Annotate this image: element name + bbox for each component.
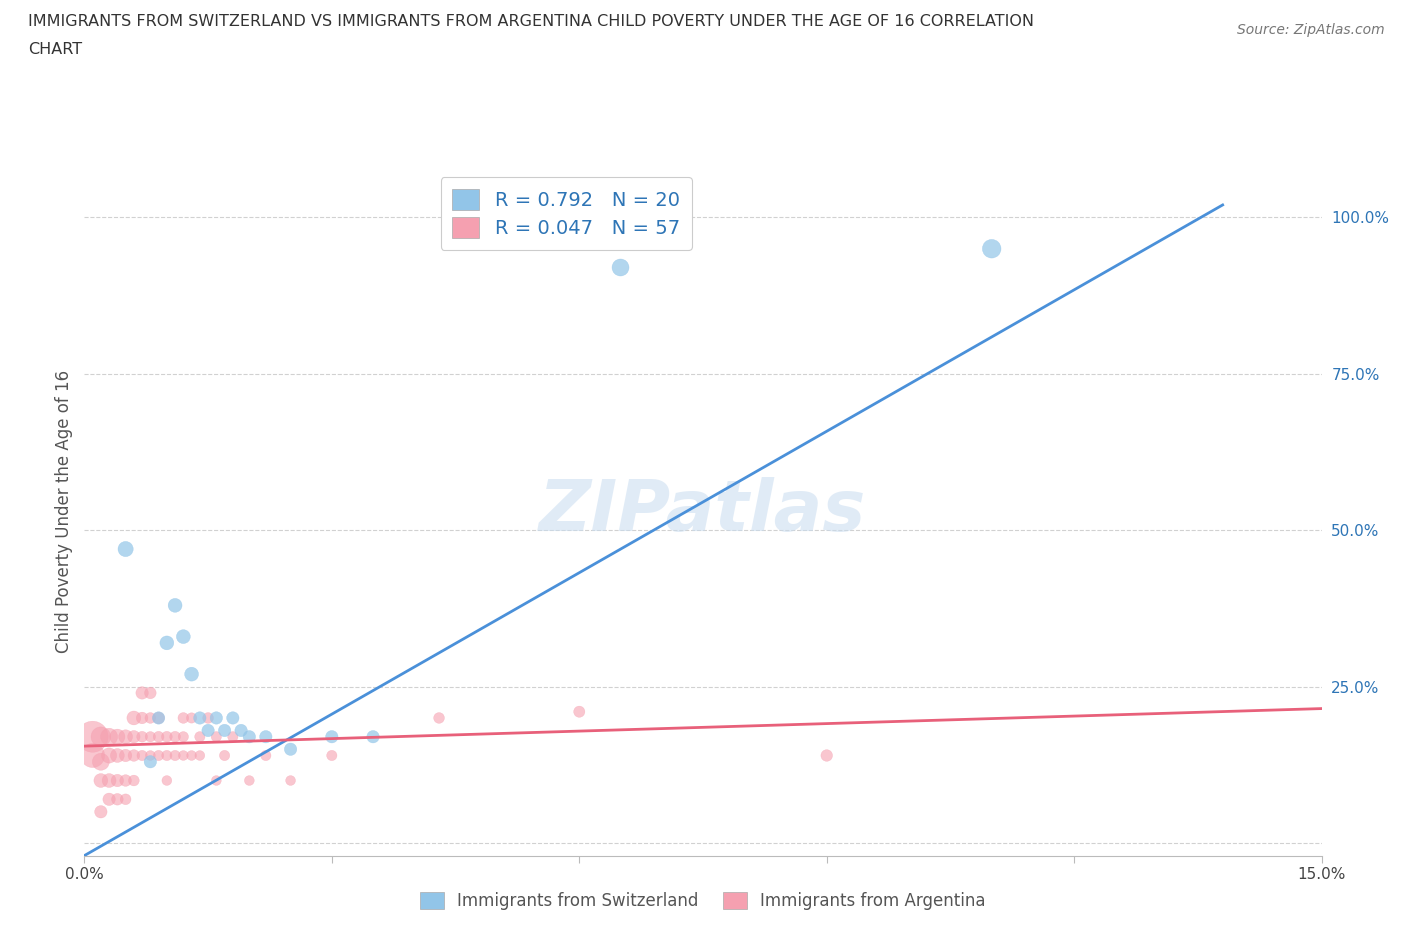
Point bbox=[114, 541, 136, 556]
Point bbox=[197, 723, 219, 737]
Point bbox=[98, 748, 121, 763]
Point bbox=[156, 729, 179, 744]
Point bbox=[105, 729, 128, 744]
Point bbox=[280, 773, 302, 788]
Point bbox=[222, 729, 245, 744]
Point bbox=[114, 729, 136, 744]
Point bbox=[361, 729, 384, 744]
Text: IMMIGRANTS FROM SWITZERLAND VS IMMIGRANTS FROM ARGENTINA CHILD POVERTY UNDER THE: IMMIGRANTS FROM SWITZERLAND VS IMMIGRANT… bbox=[28, 14, 1035, 29]
Point bbox=[114, 748, 136, 763]
Point bbox=[131, 729, 153, 744]
Point bbox=[98, 729, 121, 744]
Point bbox=[139, 754, 162, 769]
Point bbox=[214, 748, 236, 763]
Point bbox=[188, 711, 211, 725]
Y-axis label: Child Poverty Under the Age of 16: Child Poverty Under the Age of 16 bbox=[55, 370, 73, 653]
Point bbox=[205, 773, 228, 788]
Point bbox=[122, 729, 145, 744]
Point bbox=[156, 748, 179, 763]
Point bbox=[156, 635, 179, 650]
Point bbox=[139, 711, 162, 725]
Point bbox=[172, 630, 194, 644]
Point bbox=[148, 711, 170, 725]
Point bbox=[82, 748, 104, 763]
Point bbox=[156, 773, 179, 788]
Point bbox=[165, 748, 187, 763]
Point bbox=[114, 773, 136, 788]
Point bbox=[280, 742, 302, 757]
Point bbox=[815, 748, 838, 763]
Point bbox=[254, 729, 277, 744]
Point bbox=[222, 711, 245, 725]
Point bbox=[98, 773, 121, 788]
Point bbox=[148, 748, 170, 763]
Point bbox=[90, 729, 112, 744]
Point bbox=[148, 729, 170, 744]
Point bbox=[165, 729, 187, 744]
Point bbox=[188, 748, 211, 763]
Point bbox=[172, 711, 194, 725]
Point bbox=[90, 754, 112, 769]
Point bbox=[609, 260, 631, 275]
Point bbox=[105, 748, 128, 763]
Point bbox=[122, 748, 145, 763]
Point bbox=[139, 748, 162, 763]
Point bbox=[188, 729, 211, 744]
Point bbox=[427, 711, 450, 725]
Point bbox=[180, 711, 202, 725]
Point bbox=[180, 667, 202, 682]
Point bbox=[238, 773, 260, 788]
Point bbox=[197, 711, 219, 725]
Point bbox=[238, 729, 260, 744]
Point bbox=[105, 791, 128, 806]
Legend: R = 0.792   N = 20, R = 0.047   N = 57: R = 0.792 N = 20, R = 0.047 N = 57 bbox=[440, 177, 692, 249]
Point bbox=[139, 729, 162, 744]
Point bbox=[82, 729, 104, 744]
Point bbox=[321, 729, 343, 744]
Point bbox=[131, 711, 153, 725]
Point bbox=[122, 711, 145, 725]
Point bbox=[568, 704, 591, 719]
Point bbox=[131, 685, 153, 700]
Point bbox=[122, 773, 145, 788]
Point bbox=[98, 791, 121, 806]
Point bbox=[980, 241, 1002, 256]
Point bbox=[139, 685, 162, 700]
Legend: Immigrants from Switzerland, Immigrants from Argentina: Immigrants from Switzerland, Immigrants … bbox=[413, 885, 993, 917]
Point bbox=[205, 711, 228, 725]
Point bbox=[229, 723, 252, 737]
Point bbox=[172, 729, 194, 744]
Point bbox=[165, 598, 187, 613]
Point bbox=[114, 791, 136, 806]
Point bbox=[321, 748, 343, 763]
Text: ZIPatlas: ZIPatlas bbox=[540, 477, 866, 546]
Point bbox=[180, 748, 202, 763]
Text: CHART: CHART bbox=[28, 42, 82, 57]
Point bbox=[205, 729, 228, 744]
Point bbox=[90, 804, 112, 819]
Point bbox=[254, 748, 277, 763]
Point bbox=[148, 711, 170, 725]
Point bbox=[105, 773, 128, 788]
Point bbox=[214, 723, 236, 737]
Point bbox=[131, 748, 153, 763]
Point bbox=[90, 773, 112, 788]
Point bbox=[172, 748, 194, 763]
Text: Source: ZipAtlas.com: Source: ZipAtlas.com bbox=[1237, 23, 1385, 37]
